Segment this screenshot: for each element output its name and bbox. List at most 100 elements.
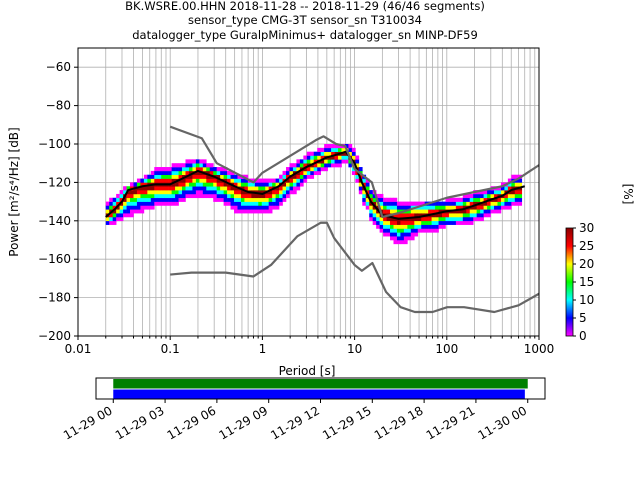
colorbar-label: [%]	[621, 184, 635, 205]
density-cell	[119, 216, 124, 222]
density-cell	[410, 216, 415, 222]
density-cell	[344, 155, 349, 160]
density-cell	[202, 167, 207, 172]
density-cell	[383, 216, 387, 222]
density-cell	[112, 216, 117, 222]
density-cell	[133, 205, 138, 210]
density-cell	[383, 197, 387, 202]
density-cell	[195, 178, 200, 183]
density-cell	[514, 201, 519, 206]
density-cell	[365, 186, 370, 191]
density-cell	[282, 182, 287, 187]
density-cell	[421, 216, 425, 222]
density-cell	[410, 236, 415, 241]
density-cell	[324, 167, 328, 172]
density-cell	[379, 220, 384, 225]
density-cell	[265, 209, 269, 214]
density-cell	[119, 193, 124, 199]
density-cell	[168, 186, 172, 191]
density-cell	[504, 186, 509, 191]
density-cell	[476, 213, 481, 218]
density-cell	[272, 182, 276, 187]
density-cell	[445, 220, 450, 225]
density-cell	[220, 193, 224, 199]
density-cell	[112, 213, 117, 218]
density-cell	[386, 205, 391, 210]
density-cell	[192, 174, 197, 179]
density-cell	[258, 178, 263, 183]
density-cell	[164, 190, 169, 195]
density-cell	[407, 205, 412, 210]
density-cell	[154, 186, 159, 191]
density-cell	[445, 216, 450, 222]
density-cell	[511, 174, 516, 179]
density-cell	[473, 209, 477, 214]
density-cell	[112, 201, 117, 206]
density-cell	[504, 197, 509, 202]
density-cell	[292, 186, 297, 191]
density-cell	[435, 216, 439, 222]
density-cell	[130, 201, 134, 206]
density-cell	[455, 220, 460, 225]
density-cell	[514, 197, 519, 202]
density-cell	[209, 170, 214, 176]
density-cell	[348, 147, 353, 152]
density-cell	[265, 186, 269, 191]
density-cell	[459, 197, 464, 202]
density-cell	[178, 190, 183, 195]
density-cell	[421, 224, 425, 229]
density-cell	[119, 197, 124, 202]
density-cell	[365, 197, 370, 202]
density-cell	[355, 174, 360, 179]
density-cell	[320, 163, 325, 168]
density-cell	[230, 186, 235, 191]
density-cell	[247, 201, 252, 206]
density-cell	[358, 186, 363, 191]
density-cell	[182, 197, 186, 202]
density-cell	[240, 190, 245, 195]
density-cell	[143, 186, 148, 191]
density-cell	[417, 209, 422, 214]
y-tick-label: −120	[38, 175, 71, 189]
density-cell	[306, 170, 311, 176]
density-cell	[286, 182, 290, 187]
density-cell	[209, 182, 214, 187]
density-cell	[195, 159, 200, 164]
density-cell	[161, 167, 165, 172]
density-cell	[279, 186, 283, 191]
density-cell	[234, 186, 238, 191]
density-cell	[175, 170, 179, 176]
density-cell	[275, 186, 280, 191]
density-cell	[192, 167, 197, 172]
density-cell	[275, 193, 280, 199]
density-cell	[483, 193, 488, 199]
density-cell	[164, 186, 169, 191]
density-cell	[435, 224, 439, 229]
density-cell	[130, 213, 134, 218]
density-cell	[500, 182, 505, 187]
density-cell	[223, 190, 228, 195]
density-cell	[188, 178, 193, 183]
density-cell	[469, 220, 474, 225]
density-cell	[414, 216, 419, 222]
density-cell	[320, 147, 325, 152]
density-cell	[105, 220, 110, 225]
density-cell	[237, 178, 242, 183]
density-cell	[442, 205, 446, 210]
density-cell	[435, 228, 439, 233]
density-cell	[396, 232, 401, 237]
density-cell	[306, 159, 311, 164]
density-cell	[251, 182, 256, 187]
coverage-tick-label: 11-29 00	[61, 403, 115, 442]
density-cell	[150, 190, 155, 195]
density-cell	[421, 220, 425, 225]
density-cell	[414, 213, 419, 218]
density-cell	[331, 155, 335, 160]
density-cell	[313, 170, 318, 176]
density-cell	[365, 205, 370, 210]
density-cell	[466, 220, 471, 225]
density-cell	[199, 190, 204, 195]
density-cell	[161, 197, 165, 202]
colorbar-gradient	[565, 227, 574, 337]
colorbar-tick-label: 25	[579, 239, 594, 253]
